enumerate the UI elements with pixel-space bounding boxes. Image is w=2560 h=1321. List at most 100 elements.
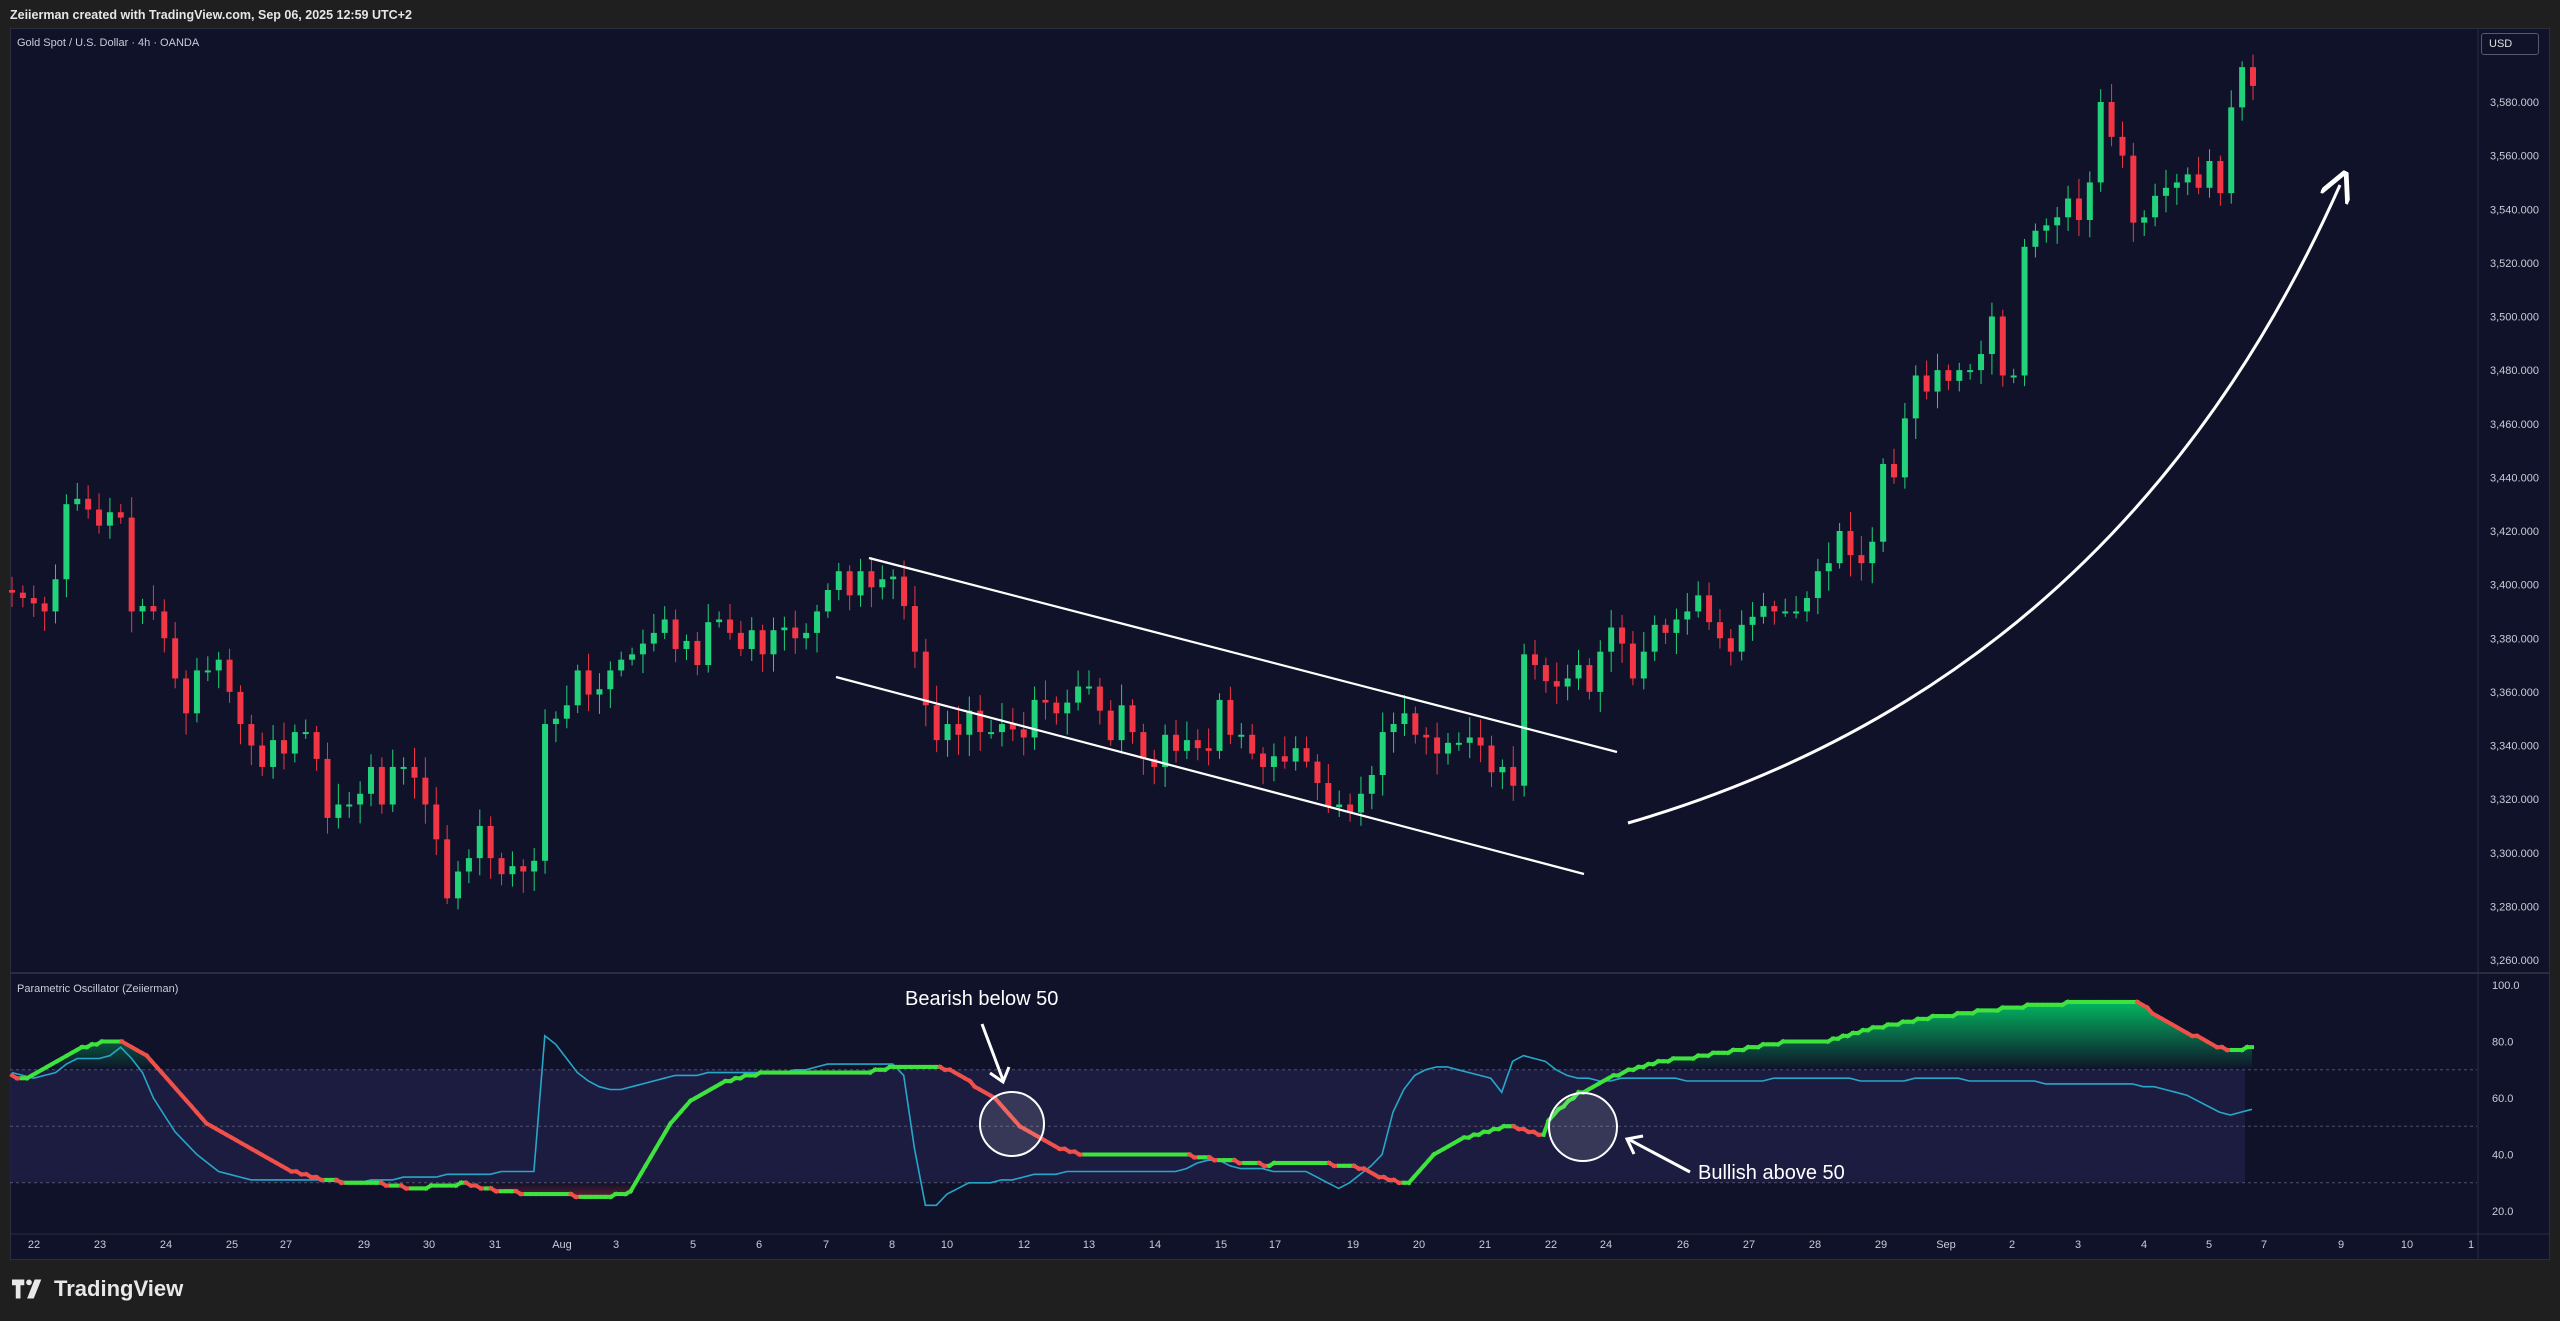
candle-body [1140, 732, 1147, 759]
candle-body [1891, 463, 1898, 478]
candle-body [1586, 665, 1593, 692]
x-tick-label: 20 [1413, 1239, 1425, 1251]
candle-body [814, 611, 821, 633]
x-tick-label: 23 [94, 1239, 106, 1251]
candle-body [1031, 699, 1038, 738]
candle-body [955, 724, 962, 735]
candle-body [291, 732, 298, 754]
candle-body [1455, 742, 1462, 745]
candle-body [2043, 225, 2050, 231]
candle-body [1782, 611, 1789, 614]
candle-body [150, 606, 157, 612]
candle-body [509, 866, 516, 875]
candle-body [2141, 217, 2148, 223]
candle-body [650, 632, 657, 644]
candle-body [1064, 702, 1071, 714]
candle-body [639, 643, 646, 655]
osc-tick-label: 40.0 [2492, 1150, 2513, 1162]
candle-body [1978, 354, 1985, 371]
candle-body [1444, 742, 1451, 754]
candle-body [19, 592, 26, 599]
attribution-text: Zeiierman created with TradingView.com, … [10, 8, 412, 22]
candle-body [1042, 699, 1049, 703]
osc-tick-label: 60.0 [2492, 1093, 2513, 1105]
candle-body [542, 724, 549, 861]
candle-body [1760, 606, 1767, 617]
candle-body [1488, 745, 1495, 773]
osc-signal-line [11, 1034, 2253, 1207]
candle-body [835, 571, 842, 590]
currency-button[interactable]: USD [2481, 33, 2539, 55]
price-tick-label: 3,500.000 [2490, 312, 2539, 324]
x-tick-label: 22 [28, 1239, 40, 1251]
candle-body [1532, 654, 1539, 666]
price-tick-label: 3,580.000 [2490, 97, 2539, 109]
candle-body [2184, 174, 2191, 183]
candle-body [172, 638, 179, 679]
candle-body [2195, 174, 2202, 188]
candle-body [770, 630, 777, 655]
candle-body [476, 825, 483, 859]
candle-body [781, 627, 788, 631]
candle-body [346, 804, 353, 807]
candle-body [1238, 734, 1245, 737]
candle-body [1608, 627, 1615, 652]
oscillator-title: Parametric Oscillator (Zeiierman) [17, 983, 179, 995]
candle-body [1368, 774, 1375, 794]
candle-body [1640, 651, 1647, 679]
x-tick-label: 27 [1743, 1239, 1755, 1251]
candle-body [63, 504, 70, 580]
candle-body [433, 804, 440, 840]
oscillator-pane[interactable] [9, 999, 2477, 1207]
candle-body [1847, 531, 1854, 556]
candle-body [1336, 804, 1343, 808]
candle-body [1085, 686, 1092, 689]
candle-body [2130, 155, 2137, 223]
x-tick-label: 5 [2206, 1239, 2212, 1251]
candle-body [1521, 654, 1528, 786]
candle-body [96, 509, 103, 526]
candle-body [1499, 766, 1506, 773]
footer-bar [0, 1262, 2560, 1321]
candle-body [792, 627, 799, 639]
candle-body [552, 718, 559, 725]
x-tick-label: 30 [423, 1239, 435, 1251]
candle-body [607, 670, 614, 690]
candle-body [1727, 638, 1734, 652]
candle-body [444, 839, 451, 899]
candle-body [737, 632, 744, 649]
x-tick-label: 14 [1149, 1239, 1161, 1251]
candle-body [400, 766, 407, 769]
axes: 3,260.000 3,280.000 3,300.000 3,320.000 3,34… [10, 28, 2550, 1260]
candle-body [1542, 665, 1549, 682]
candle-body [531, 860, 538, 872]
candle-body [389, 766, 396, 805]
candle-body [1303, 748, 1310, 762]
price-tick-label: 3,260.000 [2490, 955, 2539, 967]
candle-body [313, 732, 320, 759]
candle-body [868, 571, 875, 588]
candle-body [1020, 729, 1027, 738]
candle-body [455, 871, 462, 899]
candle-body [748, 630, 755, 649]
candle-body [846, 571, 853, 596]
x-tick-label: 7 [823, 1239, 829, 1251]
candle-body [465, 858, 472, 872]
candle-body [716, 619, 723, 623]
tradingview-logo[interactable]: TradingView [12, 1276, 183, 1302]
candle-body [1173, 734, 1180, 751]
candle-body [922, 651, 929, 706]
x-tick-label: 13 [1083, 1239, 1095, 1251]
candle-body [726, 619, 733, 633]
candle-body [563, 705, 570, 719]
candle-body [1477, 737, 1484, 746]
candle-body [106, 512, 113, 526]
osc-tick-label: 20.0 [2492, 1206, 2513, 1218]
candle-body [1901, 418, 1908, 478]
candle-body [1662, 624, 1669, 633]
x-tick-label: 7 [2261, 1239, 2267, 1251]
candle-body [1934, 370, 1941, 392]
price-pane[interactable] [9, 54, 2256, 910]
candle-body [367, 766, 374, 794]
